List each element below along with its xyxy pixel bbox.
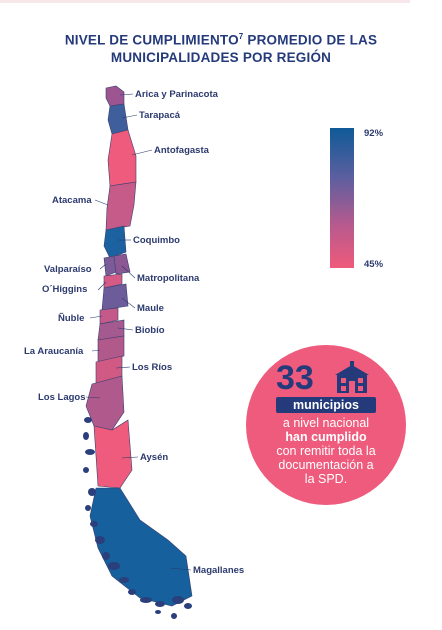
leader-lines	[85, 93, 192, 571]
label-biobio: Biobío	[135, 325, 165, 336]
callout-line-3: con remitir toda la	[276, 444, 376, 458]
leader-line	[115, 366, 131, 369]
leader-line	[89, 315, 103, 319]
island-fragment	[172, 596, 184, 604]
island-fragment	[140, 597, 152, 603]
leader-line	[121, 114, 138, 119]
callout-line-1: a nivel nacional	[282, 416, 370, 430]
leader-line	[121, 265, 136, 279]
municipios-callout: 33 municipios a nivel nacional han cumpl…	[246, 345, 406, 505]
region-tarapac-	[107, 103, 129, 135]
legend-min: 45%	[364, 259, 384, 270]
island-fragment	[119, 577, 129, 583]
label-los-lagos: Los Lagos	[38, 392, 86, 403]
island-fragment	[128, 589, 136, 595]
leader-line	[131, 149, 153, 156]
map-title: NIVEL DE CUMPLIMIENTO7 PROMEDIO DE LAS M…	[64, 32, 378, 65]
island-fragment	[83, 467, 89, 473]
label-atacama: Atacama	[52, 195, 92, 206]
leader-line	[169, 567, 192, 571]
leader-line	[99, 263, 107, 270]
label-coquimbo: Coquimbo	[133, 235, 180, 246]
region-matropolitana	[113, 253, 131, 275]
leader-line	[121, 456, 139, 459]
island-fragment	[85, 505, 91, 511]
island-fragment	[90, 521, 98, 527]
leader-line	[85, 396, 101, 399]
label-araucania: La Araucanía	[24, 346, 84, 357]
label-tarapaca: Tarapacá	[139, 110, 181, 121]
label-maule: Maule	[137, 303, 164, 314]
label-arica: Arica y Parinacota	[135, 89, 218, 100]
leader-line	[94, 199, 109, 206]
region-maule	[101, 283, 129, 311]
label-ohiggins: O´Higgins	[42, 284, 88, 295]
island-fragment	[155, 610, 161, 614]
leader-line	[97, 281, 107, 291]
municipios-pill: municipios	[276, 397, 376, 413]
region-ays-n	[93, 419, 133, 489]
legend-gradient-bar	[330, 128, 354, 268]
region-coquimbo	[103, 225, 127, 259]
island-fragment	[171, 613, 177, 619]
building-icon	[335, 361, 369, 393]
callout-line-4: documentación a	[278, 458, 374, 472]
region-atacama	[105, 181, 137, 231]
island-fragment	[88, 488, 96, 496]
islands-layer	[83, 417, 192, 619]
label-antofagasta: Antofagasta	[154, 145, 209, 156]
label-aysen: Aysén	[140, 452, 169, 463]
label-los-rios: Los Ríos	[132, 362, 173, 373]
island-fragment	[102, 552, 110, 560]
region-los-lagos	[85, 375, 125, 431]
leader-line	[121, 297, 136, 309]
island-fragment	[85, 449, 95, 455]
legend-max: 92%	[364, 128, 384, 139]
island-fragment	[83, 432, 89, 440]
callout-line-2: han cumplido	[285, 430, 367, 444]
callout-line-5: la SPD.	[304, 472, 348, 486]
island-fragment	[155, 601, 165, 607]
leader-line	[91, 349, 101, 352]
region-antofagasta	[107, 129, 137, 187]
island-fragment	[108, 562, 120, 570]
leader-line	[119, 93, 134, 96]
region-magallanes	[89, 487, 193, 607]
island-fragment	[84, 417, 92, 423]
regions-layer	[85, 85, 193, 607]
label-metropolitana: Matropolitana	[137, 273, 200, 284]
label-nuble: Ñuble	[58, 313, 85, 324]
municipios-count: 33	[276, 359, 314, 397]
island-fragment	[184, 603, 192, 609]
top-rule	[0, 0, 410, 3]
leader-line	[117, 327, 134, 331]
region-arica-y-parinacota	[105, 85, 125, 107]
region-la-araucan-a	[97, 335, 125, 363]
island-fragment	[95, 536, 105, 544]
label-magallanes: Magallanes	[193, 565, 245, 576]
label-valparaiso: Valparaíso	[44, 264, 92, 275]
region--uble	[99, 307, 119, 325]
